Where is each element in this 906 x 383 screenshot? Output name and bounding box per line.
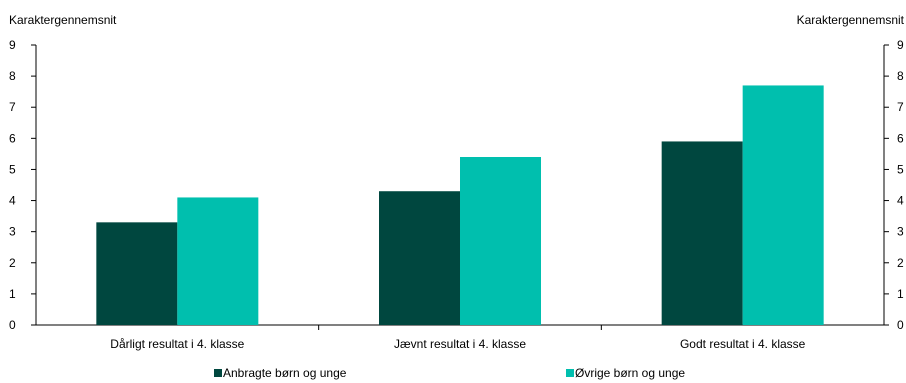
y-tick-label-left: 1	[9, 287, 16, 301]
y-tick-label-left: 2	[9, 256, 16, 270]
y-tick-label-right: 0	[897, 318, 904, 332]
legend-swatch	[214, 369, 222, 377]
y-tick-label-right: 9	[897, 38, 904, 52]
y-tick-label-left: 0	[9, 318, 16, 332]
y-ticks-right: 0 1 2 3 4 5 6 7 8 9	[884, 38, 904, 332]
y-tick-label-left: 4	[9, 194, 16, 208]
bar	[379, 191, 460, 325]
y-tick-label-left: 5	[9, 162, 16, 176]
bar	[460, 157, 541, 325]
bars	[96, 85, 824, 325]
y-tick-label-right: 6	[897, 131, 904, 145]
y-tick-label-right: 1	[897, 287, 904, 301]
legend-label: Anbragte børn og unge	[223, 366, 347, 380]
y-axis-label-right: Karaktergennemsnit	[797, 13, 905, 27]
x-category-label: Jævnt resultat i 4. klasse	[394, 337, 526, 351]
legend-label: Øvrige børn og unge	[575, 366, 685, 380]
x-category-label: Godt resultat i 4. klasse	[680, 337, 806, 351]
legend: Anbragte børn og unge Øvrige børn og unge	[214, 366, 685, 380]
y-tick-label-right: 5	[897, 162, 904, 176]
y-tick-label-left: 6	[9, 131, 16, 145]
y-tick-label-left: 7	[9, 100, 16, 114]
category-labels: Dårligt resultat i 4. klasse Jævnt result…	[110, 325, 806, 351]
y-tick-label-left: 8	[9, 69, 16, 83]
bar	[661, 141, 743, 325]
y-tick-label-right: 2	[897, 256, 904, 270]
bar	[96, 222, 178, 325]
legend-swatch	[566, 369, 574, 377]
y-tick-label-left: 9	[9, 38, 16, 52]
bar	[177, 197, 259, 325]
y-tick-label-left: 3	[9, 225, 16, 239]
y-tick-label-right: 4	[897, 194, 904, 208]
y-ticks-left: 0 1 2 3 4 5 6 7 8 9	[9, 38, 36, 332]
y-tick-label-right: 8	[897, 69, 904, 83]
bar	[742, 85, 824, 325]
x-category-label: Dårligt resultat i 4. klasse	[110, 337, 244, 351]
y-axis-label-left: Karaktergennemsnit	[9, 13, 117, 27]
y-tick-label-right: 3	[897, 225, 904, 239]
y-tick-label-right: 7	[897, 100, 904, 114]
